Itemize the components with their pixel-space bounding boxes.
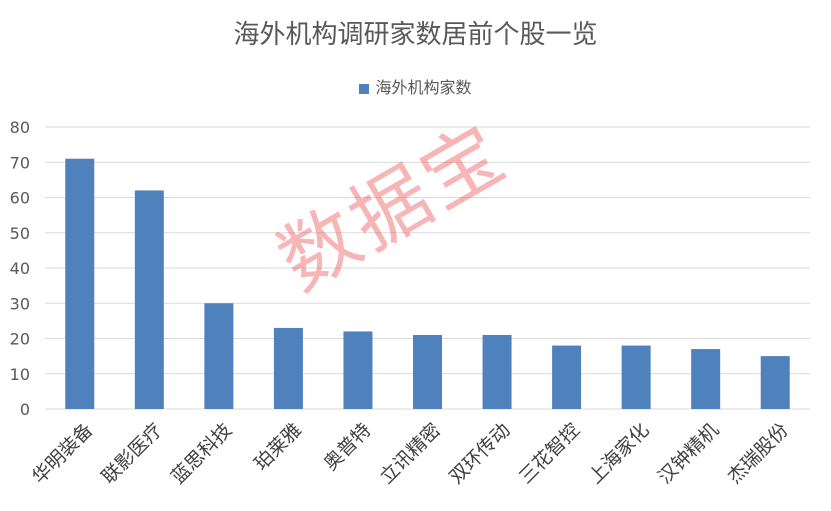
bar: [760, 356, 790, 409]
bar: [552, 345, 582, 409]
bar: [343, 331, 373, 409]
bar: [204, 303, 234, 409]
chart-title: 海外机构调研家数居前个股一览: [233, 20, 598, 50]
y-tick-label: 50: [10, 224, 30, 243]
legend-swatch: [359, 83, 370, 94]
y-tick-label: 20: [10, 330, 30, 349]
x-tick-label: 杰瑞股份: [723, 419, 792, 488]
bar: [691, 349, 721, 409]
y-tick-label: 40: [10, 259, 30, 278]
y-tick-label: 10: [10, 365, 30, 384]
y-tick-label: 0: [20, 400, 30, 419]
y-tick-label: 80: [10, 118, 30, 137]
y-tick-label: 70: [10, 153, 30, 172]
bar: [621, 345, 651, 409]
x-tick-label: 上海家化: [584, 419, 653, 488]
x-tick-label: 珀莱雅: [250, 419, 306, 475]
y-tick-label: 30: [10, 294, 30, 313]
x-tick-label: 立讯精密: [376, 419, 445, 488]
x-tick-label: 三花智控: [515, 419, 584, 488]
bar: [482, 334, 512, 409]
y-tick-label: 60: [10, 189, 30, 208]
x-tick-label: 蓝思科技: [167, 419, 236, 488]
x-tick-label: 联影医疗: [98, 419, 167, 488]
legend: 海外机构家数: [0, 74, 831, 98]
x-tick-label: 奥普特: [320, 419, 376, 475]
x-tick-label: 汉钟精机: [654, 419, 723, 488]
bar: [273, 327, 303, 409]
legend-label: 海外机构家数: [375, 78, 472, 97]
bar: [65, 158, 95, 409]
bar: [134, 190, 164, 409]
x-tick-label: 华明装备: [28, 419, 97, 488]
bar: [413, 334, 442, 409]
x-tick-label: 双环传动: [445, 419, 514, 488]
